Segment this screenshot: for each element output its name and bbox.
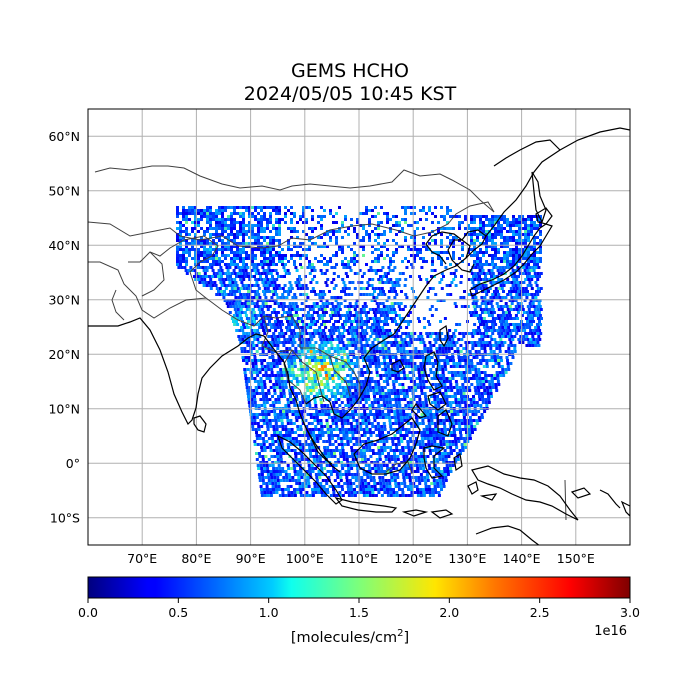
lat-tick-label: 10°N [48,401,80,416]
colorbar-tick-label: 2.5 [530,605,550,620]
lat-tick-label: 20°N [48,347,80,362]
lon-tick-label: 110°E [340,551,378,566]
colorbar-tick-label: 0.5 [168,605,188,620]
lat-tick-label: 30°N [48,292,80,307]
colorbar-offset: 1e16 [594,624,627,639]
colorbar-label: [molecules/cm2] [290,628,410,646]
colorbar-tick-label: 0.0 [78,605,98,620]
lon-tick-label: 80°E [181,551,211,566]
colorbar-tick-label: 1.5 [349,605,369,620]
colorbar-tick-label: 1.0 [259,605,279,620]
lon-tick-label: 150°E [557,551,595,566]
country-borders [88,165,567,521]
map-subtitle-datetime: 2024/05/05 10:45 KST [243,83,457,105]
colorbar-tick-label: 3.0 [620,605,640,620]
longitude-axis: 70°E 80°E 90°E 100°E 110°E 120°E 130°E 140°E 150… [127,551,595,566]
colorbar-ticks: 0.0 0.5 1.0 1.5 2.0 2.5 3.0 [78,598,640,620]
lat-tick-label: 10°S [50,510,80,525]
coastlines [88,127,630,545]
lon-tick-label: 140°E [503,551,541,566]
lon-tick-label: 130°E [448,551,486,566]
lat-tick-label: 0° [66,456,80,471]
hcho-data-swath [176,206,543,497]
lat-tick-label: 40°N [48,238,80,253]
latitude-axis: 10°S 0° 10°N 20°N 30°N 40°N 50°N 60°N [48,129,80,526]
lon-tick-label: 70°E [127,551,157,566]
lon-tick-label: 90°E [236,551,266,566]
map-frame [87,108,631,546]
lat-tick-label: 60°N [48,129,80,144]
colorbar-tick-label: 2.0 [439,605,459,620]
lon-tick-label: 120°E [394,551,432,566]
colorbar [88,577,630,598]
lon-tick-label: 100°E [286,551,324,566]
map-title: GEMS HCHO [290,60,410,82]
lat-tick-label: 50°N [48,183,80,198]
